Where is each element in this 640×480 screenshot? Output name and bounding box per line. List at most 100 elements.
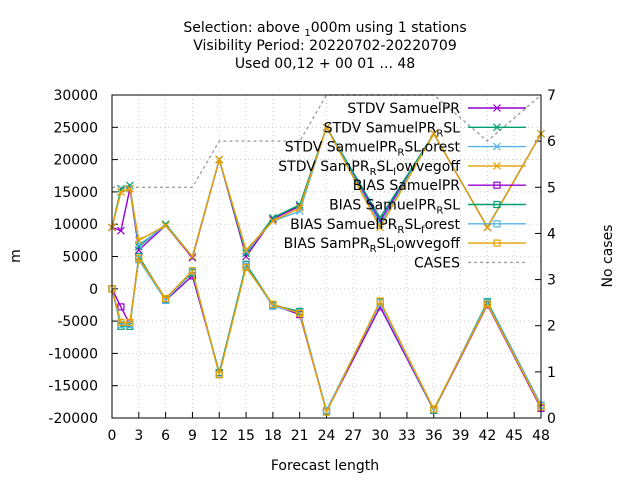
x-tick-label: 42 (478, 428, 496, 444)
legend-label: STDV SamuelPRRSLforest (285, 140, 461, 159)
y2-tick-label: 5 (547, 180, 556, 196)
series (108, 252, 545, 416)
plot-frame (111, 94, 542, 419)
x-tick-label: 12 (210, 428, 228, 444)
data-point-stroke (134, 242, 143, 251)
data-point-stroke (295, 204, 304, 212)
y2-tick-label: 0 (547, 411, 556, 427)
x-tick-label: 30 (371, 428, 389, 444)
data-point-stroke (376, 220, 385, 229)
data-point-stroke (376, 223, 385, 232)
data-point-stroke (117, 226, 125, 235)
y2-tick-label: 4 (547, 226, 556, 242)
data-point (493, 181, 501, 189)
x-tick-label: 3 (134, 428, 143, 444)
data-point-stroke (483, 223, 492, 232)
x-tick-label: 27 (344, 428, 362, 444)
data-point (242, 246, 250, 254)
y2-tick-label: 6 (547, 134, 556, 150)
data-point (483, 223, 492, 232)
data-point (376, 223, 385, 232)
data-point (134, 242, 143, 251)
data-point-stroke (188, 253, 197, 262)
y2-tick-labels: 0 1 2 3 4 5 6 7 (547, 88, 556, 427)
data-point (188, 267, 197, 275)
data-point (493, 161, 501, 170)
data-point (126, 318, 134, 326)
series (108, 254, 545, 416)
data-point (269, 300, 277, 308)
data-point (295, 204, 304, 212)
title-line: Visibility Period: 20220702-20220709 (193, 38, 457, 54)
y-tick-label: 10000 (53, 217, 98, 233)
x-tick-label: 21 (291, 428, 309, 444)
x-tick-label: 15 (237, 428, 255, 444)
data-point (215, 155, 224, 164)
y2-tick-label: 7 (547, 88, 556, 104)
data-point-stroke (134, 236, 143, 245)
y-tick-label: 20000 (53, 153, 98, 169)
y-tick-label: 5000 (62, 250, 98, 266)
data-point (493, 142, 501, 151)
legend-label: STDV SamPRRSLlowvegoff (278, 159, 460, 178)
data-point-stroke (242, 247, 250, 256)
data-point (117, 303, 125, 311)
data-point (268, 217, 277, 225)
data-point (117, 318, 125, 326)
data-point-stroke (493, 104, 501, 112)
series (108, 252, 545, 416)
y-tick-label: 30000 (53, 88, 98, 104)
data-point (493, 239, 501, 247)
data-point-stroke (125, 181, 134, 190)
x-axis-label: Forecast length (271, 458, 379, 474)
y-tick-label: 15000 (53, 185, 98, 201)
x-tick-label: 39 (452, 428, 470, 444)
series-lines (108, 94, 545, 416)
data-point-stroke (322, 123, 331, 132)
data-point-stroke (161, 221, 170, 230)
data-point (376, 297, 384, 305)
data-point (483, 300, 491, 308)
data-point-stroke (215, 155, 224, 164)
x-tick-label: 6 (161, 428, 170, 444)
data-point (242, 247, 250, 256)
data-point (215, 371, 223, 379)
data-point (430, 405, 438, 413)
data-point (188, 252, 197, 261)
y-tick-labels: -20000 -15000 -10000 -5000 0 5000 10000 15000 20… (48, 88, 98, 427)
data-point-stroke (125, 184, 134, 193)
data-point (322, 408, 331, 416)
x-tick-label: 18 (264, 428, 282, 444)
y2-tick-label: 2 (547, 319, 556, 335)
data-point (135, 254, 143, 263)
data-point (134, 236, 143, 245)
data-point (125, 184, 134, 193)
y-tick-label: 25000 (53, 120, 98, 136)
data-point-stroke (117, 187, 125, 196)
data-point (493, 220, 501, 228)
series-line (111, 256, 542, 415)
series (108, 123, 545, 261)
y-axis-label: m (8, 249, 24, 263)
data-point-stroke (188, 252, 197, 261)
legend-label: BIAS SamuelPRRSLforest (290, 217, 460, 236)
legend-label: CASES (414, 255, 460, 271)
legend-label: STDV SamuelPR (347, 101, 460, 117)
x-tick-label: 36 (425, 428, 443, 444)
x-tick-label: 45 (505, 428, 523, 444)
y-tick-label: 0 (89, 282, 98, 298)
x-tick-label: 48 (532, 428, 550, 444)
data-point (493, 200, 501, 209)
data-point (242, 249, 250, 258)
data-point (161, 221, 170, 230)
x-tick-labels: 0 3 6 9 12 15 18 21 24 27 30 33 36 39 42 45 48 (108, 428, 550, 444)
data-point (296, 309, 304, 317)
x-tick-label: 33 (398, 428, 416, 444)
series (108, 256, 545, 414)
y-tick-label: -10000 (48, 346, 98, 362)
data-point-stroke (295, 207, 304, 216)
data-point-stroke (268, 217, 277, 225)
data-point (117, 187, 125, 196)
